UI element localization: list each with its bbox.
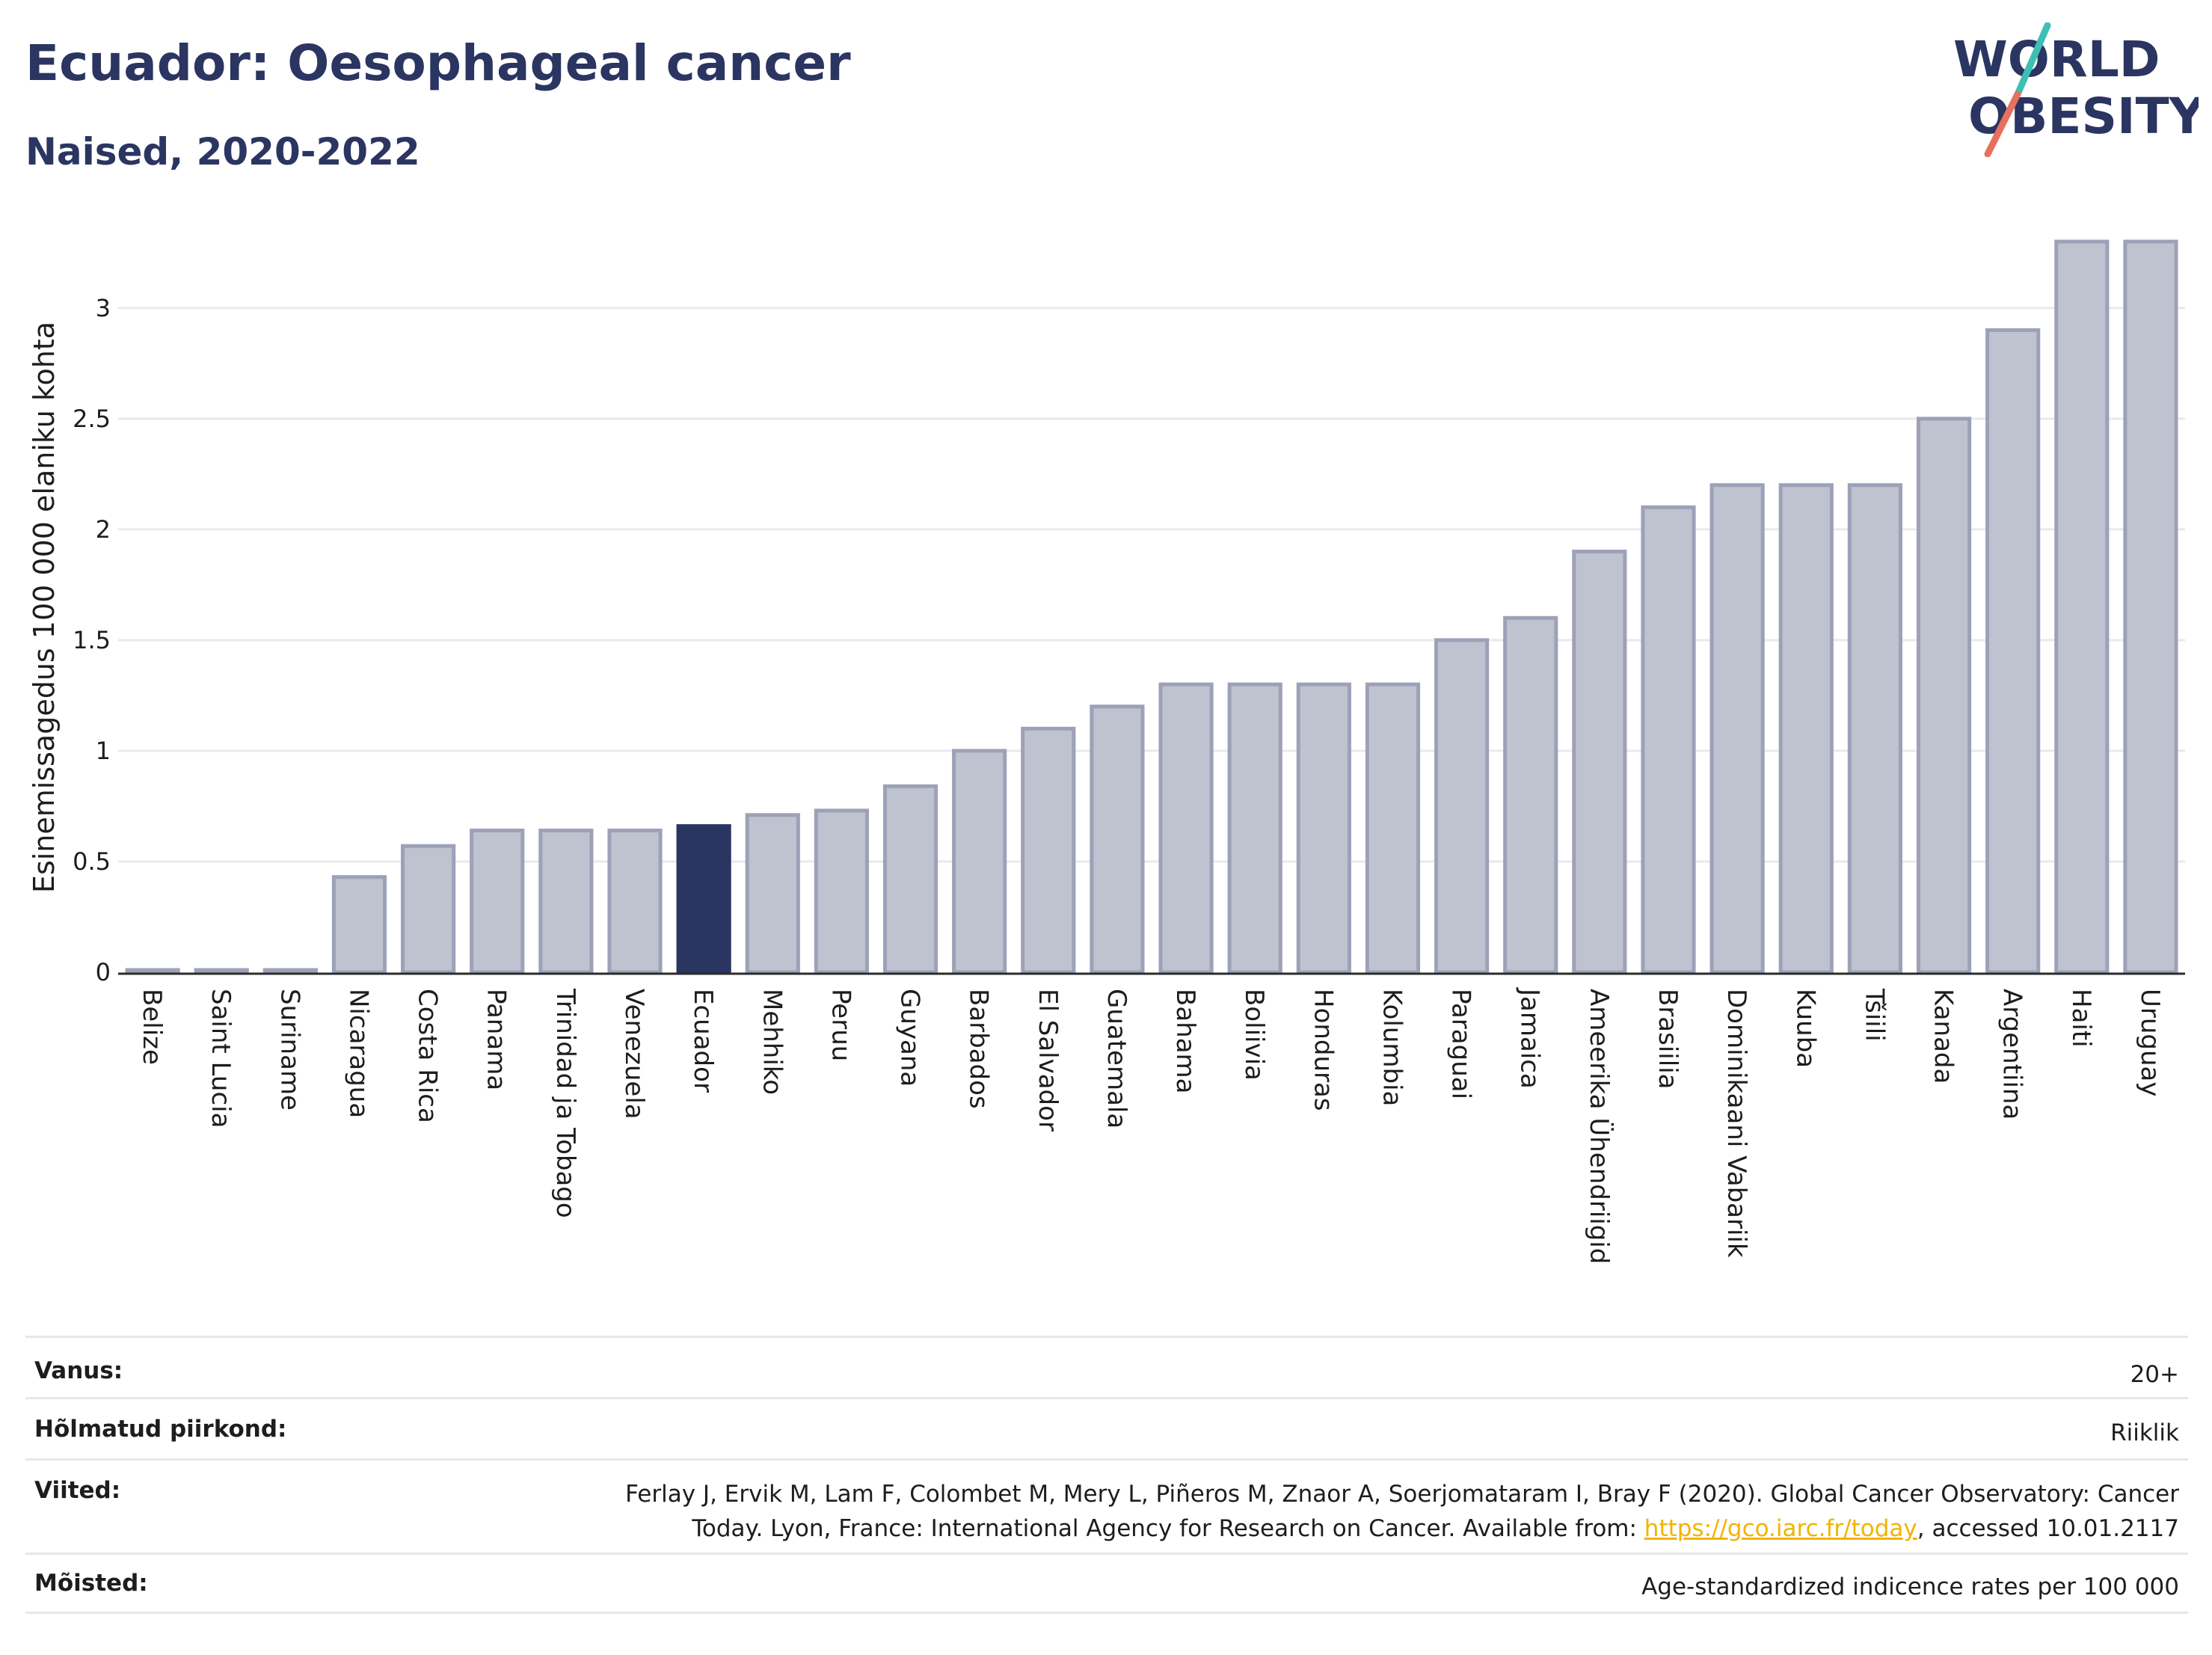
x-tick-label: Belize xyxy=(137,989,167,1065)
y-tick-label: 3 xyxy=(96,294,111,322)
bar-trinidad-ja-tobago xyxy=(538,829,594,974)
references-line-2-pre: Today. Lyon, France: International Agenc… xyxy=(692,1515,1644,1542)
footer-row-definitions: Mõisted: Age-standardized indicence rate… xyxy=(25,1553,2188,1614)
x-tick-label: Brasiilia xyxy=(1653,989,1683,1089)
bar-venezuela xyxy=(607,829,663,974)
bar-boliivia xyxy=(1227,682,1282,974)
y-tick-label: 1 xyxy=(96,737,111,765)
bar-argentiina xyxy=(1985,328,2041,974)
y-tick-label: 2 xyxy=(96,515,111,544)
definitions-label: Mõisted: xyxy=(34,1570,148,1597)
x-tick-label: Nicaragua xyxy=(343,989,373,1118)
x-tick-label: Paraguai xyxy=(1446,989,1476,1099)
bar-ameerika-hendriigid xyxy=(1572,549,1627,974)
x-tick-label: Argentiina xyxy=(1997,989,2027,1120)
bar-honduras xyxy=(1296,682,1351,974)
region-value: Riiklik xyxy=(2110,1419,2179,1446)
bar-kolumbia xyxy=(1365,682,1421,974)
world-obesity-logo: WORLD OBESITY xyxy=(1953,22,2199,157)
x-tick-label: Honduras xyxy=(1308,989,1338,1111)
bar-saint-lucia xyxy=(194,968,249,974)
bar-uruguay xyxy=(2123,239,2178,974)
bar-guyana xyxy=(882,784,938,974)
chart-bars xyxy=(125,239,2178,974)
x-tick-label: Jamaica xyxy=(1515,987,1545,1089)
page-subtitle: Naised, 2020-2022 xyxy=(25,130,420,174)
region-label: Hõlmatud piirkond: xyxy=(34,1416,287,1443)
x-tick-label: Bahama xyxy=(1170,989,1200,1094)
x-tick-label: Ameerika Ühendriigid xyxy=(1584,989,1615,1264)
references-value: Ferlay J, Ervik M, Lam F, Colombet M, Me… xyxy=(625,1477,2188,1546)
bar-ecuador xyxy=(676,824,731,974)
x-tick-label: El Salvador xyxy=(1033,989,1063,1132)
x-tick-label: Venezuela xyxy=(619,989,649,1120)
y-tick-label: 0.5 xyxy=(73,847,111,876)
x-tick-label: Guyana xyxy=(895,989,925,1087)
bar-chart: 0 0.5 1 1.5 2 2.5 3 Belize Saint Lucia Suriname N… xyxy=(28,239,2185,1264)
x-tick-label: Mehhiko xyxy=(757,989,787,1095)
bar-brasiilia xyxy=(1641,505,1696,974)
y-tick-label: 0 xyxy=(96,958,111,986)
references-link[interactable]: https://gco.iarc.fr/today xyxy=(1644,1515,1917,1542)
bar-kuuba xyxy=(1778,483,1834,974)
bar-nicaragua xyxy=(331,875,387,974)
y-tick-label: 2.5 xyxy=(73,405,111,433)
x-tick-label: Uruguay xyxy=(2135,989,2165,1097)
bar-guatemala xyxy=(1090,704,1145,974)
x-tick-label: Haiti xyxy=(2066,989,2096,1048)
references-label: Viited: xyxy=(34,1477,121,1504)
bar-bahama xyxy=(1158,682,1214,974)
x-tick-label: Ecuador xyxy=(688,989,718,1093)
x-tick-label: Tšiili xyxy=(1859,988,1889,1042)
logo-slash-teal xyxy=(2014,22,2051,98)
bar-costa-rica xyxy=(401,844,456,974)
x-tick-label: Costa Rica xyxy=(413,989,443,1123)
y-axis-ticks: 0 0.5 1 1.5 2 2.5 3 xyxy=(73,294,111,986)
definitions-value: Age-standardized indicence rates per 100… xyxy=(1641,1573,2179,1600)
bar-jamaica xyxy=(1503,615,1558,974)
chart-gridlines xyxy=(118,307,2185,863)
bar-t-iili xyxy=(1847,483,1902,974)
x-tick-label: Kanada xyxy=(1929,989,1958,1084)
bar-dominikaani-vabariik xyxy=(1709,483,1765,974)
bar-el-salvador xyxy=(1021,726,1076,974)
y-axis-label: Esinemissagedus 100 000 elaniku kohta xyxy=(28,322,61,893)
y-tick-label: 1.5 xyxy=(73,626,111,654)
footer-row-region: Hõlmatud piirkond: Riiklik xyxy=(25,1397,2188,1458)
logo-slash-coral xyxy=(1984,90,2021,157)
x-tick-label: Saint Lucia xyxy=(206,989,236,1128)
bar-barbados xyxy=(952,749,1007,974)
bar-suriname xyxy=(262,968,318,974)
x-tick-label: Panama xyxy=(482,989,511,1090)
x-tick-label: Kolumbia xyxy=(1377,989,1407,1106)
x-tick-label: Trinidad ja Tobago xyxy=(550,988,580,1218)
x-tick-label: Peruu xyxy=(826,989,855,1061)
age-label: Vanus: xyxy=(34,1357,123,1384)
bar-kanada xyxy=(1916,417,1972,974)
x-tick-label: Boliivia xyxy=(1239,989,1269,1081)
page-title: Ecuador: Oesophageal cancer xyxy=(25,34,851,92)
bar-mehhiko xyxy=(745,813,800,974)
x-tick-label: Guatemala xyxy=(1102,989,1131,1129)
references-line-1: Ferlay J, Ervik M, Lam F, Colombet M, Me… xyxy=(625,1481,2179,1508)
x-tick-label: Barbados xyxy=(964,989,994,1109)
x-tick-label: Kuuba xyxy=(1790,989,1820,1068)
x-tick-label: Suriname xyxy=(274,989,304,1111)
bar-panama xyxy=(470,829,525,974)
footer-row-age: Vanus: 20+ xyxy=(25,1336,2188,1397)
chart-metadata-table: Vanus: 20+ Hõlmatud piirkond: Riiklik Vi… xyxy=(25,1336,2188,1614)
bar-haiti xyxy=(2054,239,2110,974)
references-line-2-post: , accessed 10.01.2117 xyxy=(1917,1515,2179,1542)
bar-paraguai xyxy=(1434,638,1490,974)
bar-belize xyxy=(125,968,180,974)
bar-peruu xyxy=(814,808,869,974)
footer-row-references: Viited: Ferlay J, Ervik M, Lam F, Colomb… xyxy=(25,1458,2188,1553)
logo-text-world: WORLD xyxy=(1953,31,2160,88)
x-tick-label: Dominikaani Vabariik xyxy=(1721,989,1751,1258)
x-axis-labels: Belize Saint Lucia Suriname Nicaragua Costa … xyxy=(137,987,2165,1264)
age-value: 20+ xyxy=(2130,1361,2179,1388)
